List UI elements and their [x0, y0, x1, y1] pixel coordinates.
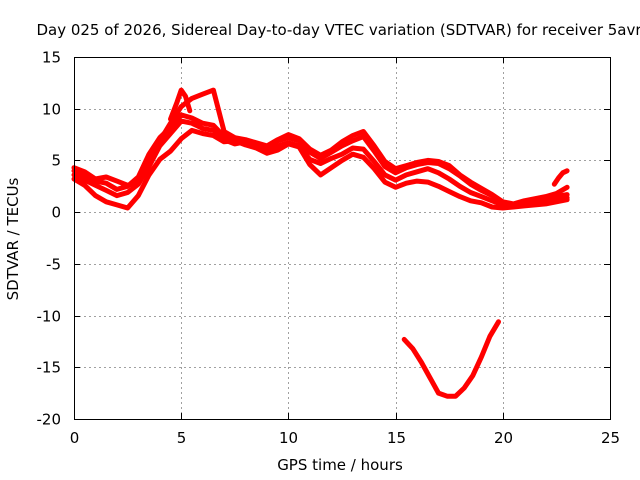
chart-title: Day 025 of 2026, Sidereal Day-to-day VTE… [36, 21, 640, 39]
grid-lines [74, 57, 610, 419]
y-tick-label: -5 [46, 256, 61, 274]
y-tick-label: 10 [42, 101, 61, 119]
plot-frame [74, 57, 611, 420]
series-line-track-3 [71, 127, 570, 211]
y-tick-label: -15 [37, 359, 62, 377]
series-line-track-5 [168, 87, 193, 122]
y-tick-label: 0 [51, 204, 61, 222]
x-tick-label: 15 [387, 429, 406, 447]
series-line-track-4 [71, 87, 570, 207]
x-tick-label: 10 [279, 429, 298, 447]
x-axis-title: GPS time / hours [277, 456, 403, 474]
x-tick-label: 5 [177, 429, 187, 447]
series-line-track-7 [401, 319, 501, 399]
x-tick-labels: 0 5 10 15 20 25 [70, 429, 620, 447]
x-tick-label: 25 [601, 429, 620, 447]
y-tick-labels: -20 -15 -10 -5 0 5 10 15 [37, 49, 62, 429]
series-line-track-6 [551, 168, 570, 187]
y-tick-label: 15 [42, 49, 61, 67]
axis-ticks [74, 57, 611, 420]
y-axis-title: SDTVAR / TECUs [4, 177, 22, 300]
x-tick-label: 20 [494, 429, 513, 447]
y-tick-label: -20 [37, 411, 62, 429]
y-tick-label: 5 [51, 152, 61, 170]
y-tick-label: -10 [37, 308, 62, 326]
x-tick-label: 0 [70, 429, 80, 447]
data-series [71, 87, 570, 399]
